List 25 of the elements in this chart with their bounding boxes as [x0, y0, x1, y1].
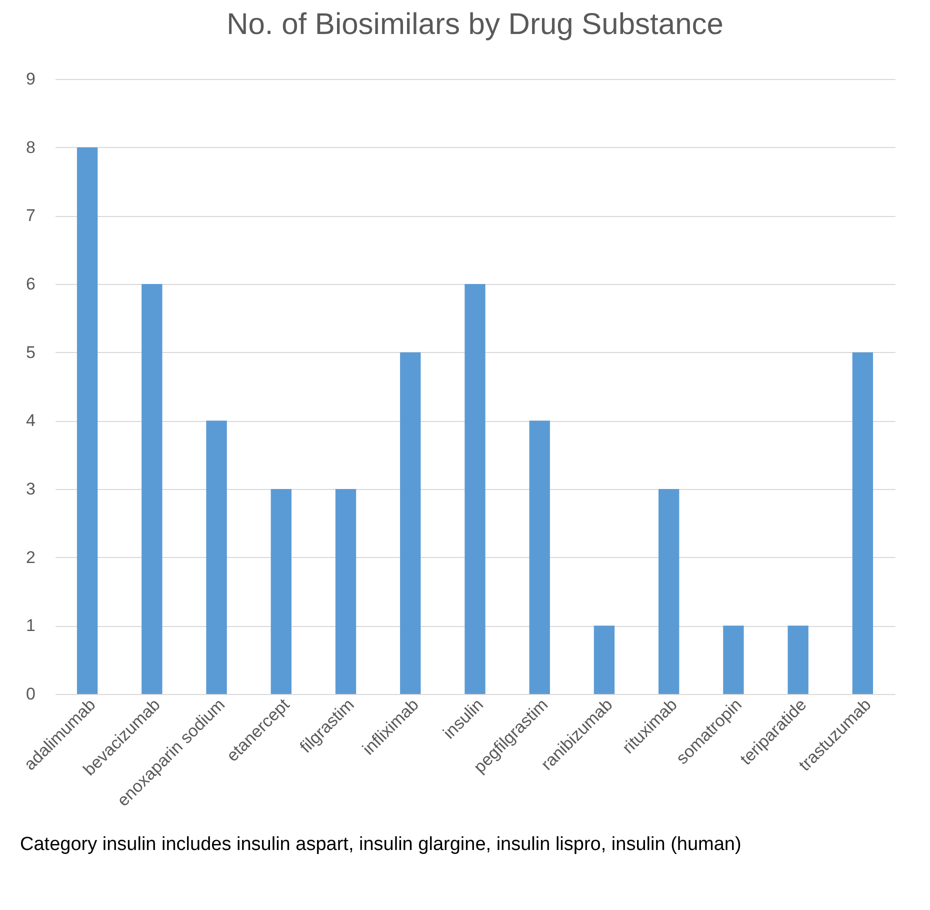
text: Category insulin includes insulin aspart, insulin glargine, insulin lispro, insulin (human) [20, 834, 742, 856]
y-tick-label: 3 [26, 480, 36, 498]
bar [594, 626, 615, 694]
bar [658, 489, 680, 694]
y-tick-label: 8 [26, 138, 36, 157]
bar [206, 420, 227, 694]
bar [76, 147, 98, 694]
bar [142, 284, 162, 694]
y-tick-label: 7 [26, 206, 36, 226]
y-tick-label: 2 [26, 548, 36, 567]
bar [852, 352, 874, 694]
y-tick-label: 6 [26, 274, 36, 294]
bar [335, 489, 356, 694]
y-tick-label: 4 [26, 411, 36, 430]
bar [400, 352, 421, 694]
bar [723, 626, 744, 694]
y-tick-label: 5 [26, 342, 36, 362]
bar [464, 284, 486, 694]
chart-title: No. of Biosimilars by Drug Substance [226, 8, 724, 41]
y-tick-label: 9 [26, 70, 36, 88]
bar [270, 489, 292, 694]
bar [788, 626, 808, 694]
y-tick-label: 1 [26, 616, 36, 636]
y-tick-label: 0 [26, 684, 36, 704]
bar [529, 420, 550, 694]
